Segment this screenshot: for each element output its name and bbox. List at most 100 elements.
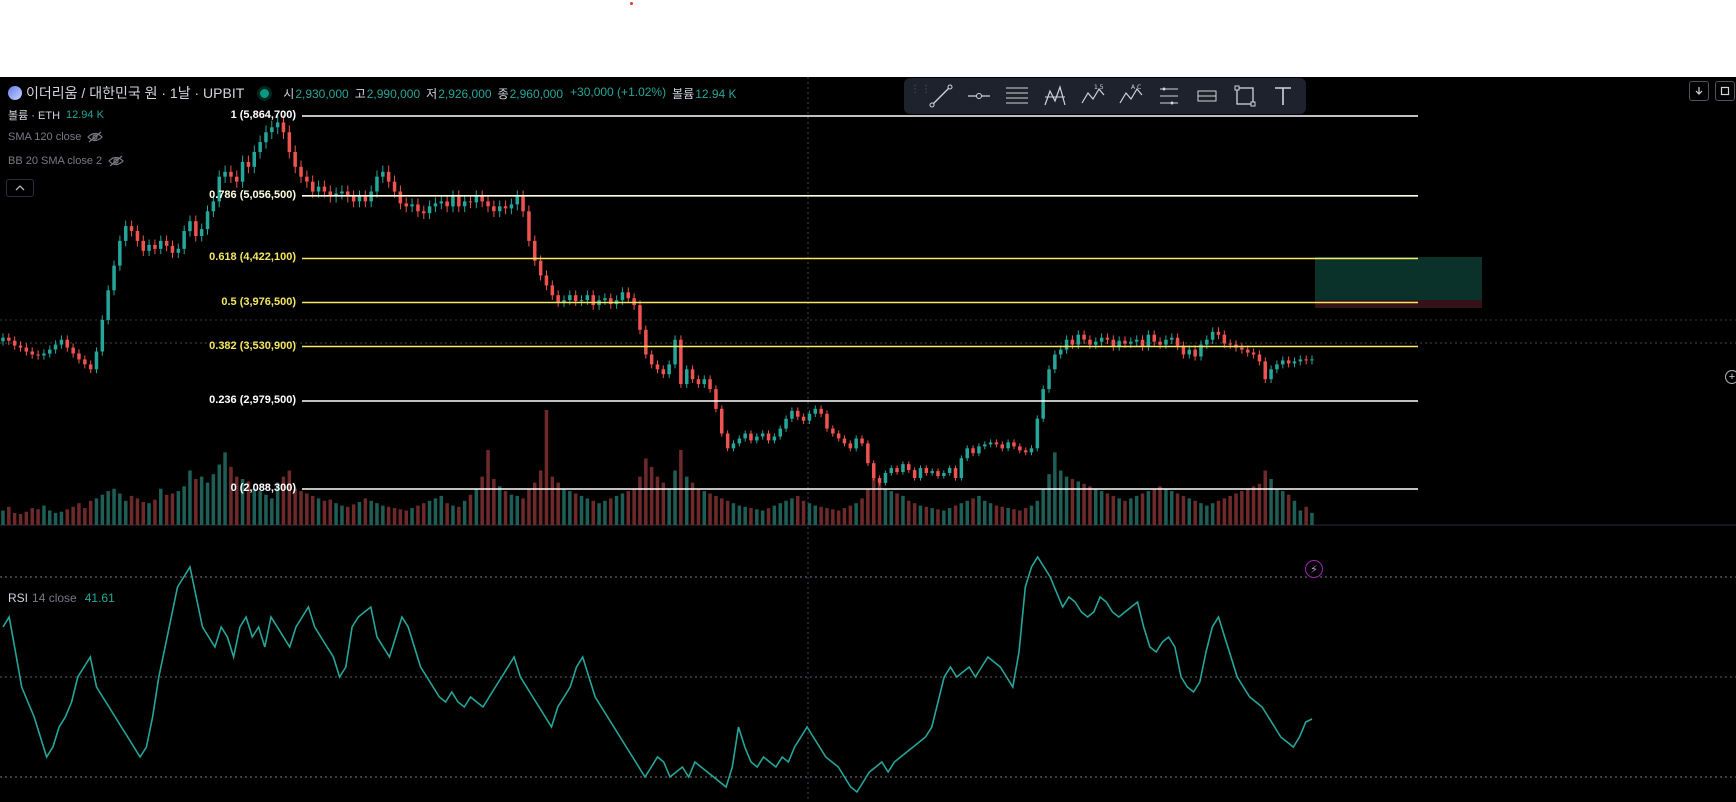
close-label: 종 <box>497 86 509 101</box>
candle-body <box>1006 442 1010 449</box>
text-tool-button[interactable] <box>1266 81 1300 111</box>
candle-body <box>725 433 730 449</box>
volume-bar <box>36 509 40 525</box>
rsi-legend[interactable]: RSI 14 close 41.61 <box>8 591 115 605</box>
candle-body <box>235 176 239 182</box>
candle-body <box>731 443 736 449</box>
volume-bar <box>1292 500 1297 525</box>
volume-bar <box>1012 509 1016 525</box>
candle-body <box>901 464 905 472</box>
candle-body <box>141 240 145 251</box>
volume-bar <box>1228 495 1232 525</box>
elliott-wave-tool-button[interactable]: 1 5 <box>1076 81 1110 111</box>
volume-bar <box>386 506 391 525</box>
candle-body <box>1117 340 1121 347</box>
candle-body <box>930 471 934 474</box>
candle-body <box>1082 334 1086 340</box>
candle-body <box>801 416 806 421</box>
candle-body <box>211 201 216 212</box>
candle-body <box>573 295 578 302</box>
volume-bar <box>71 506 75 525</box>
candle-body <box>1123 340 1127 344</box>
candle-body <box>468 201 473 203</box>
volume-bar <box>515 495 519 525</box>
volume-bar <box>673 470 677 525</box>
symbol-legend[interactable]: 이더리움 / 대한민국 원 · 1날 · UPBIT 시2,930,000 고2… <box>8 83 737 103</box>
short-position-tool-button[interactable] <box>1190 81 1224 111</box>
volume-bar <box>772 505 777 525</box>
candle-body <box>1099 337 1104 342</box>
candle-body <box>492 206 496 212</box>
collapse-legend-button[interactable] <box>6 179 34 197</box>
volume-bar <box>638 476 642 525</box>
volume-bar <box>1029 505 1034 525</box>
price-chart-svg[interactable] <box>0 77 1736 802</box>
volume-bar <box>1158 486 1162 525</box>
candle-body <box>217 176 221 202</box>
refresh-button[interactable] <box>1715 81 1735 101</box>
volume-bar <box>731 503 736 525</box>
volume-bar <box>842 508 847 525</box>
candle-body <box>872 463 876 478</box>
volume-bar <box>1076 481 1080 525</box>
volume-bar <box>486 449 490 525</box>
candle-body <box>965 448 969 459</box>
flash-icon[interactable]: ⚡ <box>1305 560 1323 578</box>
horizontal-ray-tool-button[interactable] <box>962 81 996 111</box>
plus-circle-icon[interactable]: + <box>1725 370 1736 384</box>
volume-bar <box>749 508 753 525</box>
bb-legend[interactable]: BB 20 SMA close 2 <box>8 155 125 167</box>
sma-legend[interactable]: SMA 120 close <box>8 131 104 143</box>
candle-body <box>1240 347 1244 350</box>
volume-bar <box>825 508 829 525</box>
low-label: 저 <box>426 86 438 101</box>
candle-body <box>1076 334 1080 345</box>
candle-body <box>18 345 23 348</box>
symbol-title[interactable]: 이더리움 / 대한민국 원 · 1날 · UPBIT <box>26 85 245 101</box>
volume-bar <box>1018 510 1022 525</box>
volume-bar <box>369 500 373 525</box>
candle-body <box>77 353 81 360</box>
candle-body <box>649 354 654 365</box>
volume-bar <box>620 493 625 525</box>
volume-bar <box>147 503 151 525</box>
candle-body <box>252 152 256 167</box>
horizontal-ray-icon <box>968 93 990 99</box>
candle-body <box>1193 349 1197 357</box>
volume-bar <box>492 479 496 525</box>
volume-bar <box>1298 510 1303 525</box>
candle-body <box>153 244 157 249</box>
download-button[interactable] <box>1689 81 1709 101</box>
eye-hidden-icon[interactable] <box>87 131 104 143</box>
candle-body <box>1310 359 1314 361</box>
candle-body <box>176 248 181 253</box>
candle-body <box>1 337 5 342</box>
volume-bar <box>305 493 309 525</box>
volume-bar <box>1286 494 1291 525</box>
fib-retracement-tool-button[interactable] <box>1000 81 1034 111</box>
volume-bar <box>176 491 181 525</box>
candle-body <box>889 468 893 473</box>
chart-area[interactable]: 1 (5,864,700) 0.786 (5,056,500) 0.618 (4,4… <box>0 77 1736 802</box>
candle-body <box>790 410 794 419</box>
long-position-tool-button[interactable] <box>1152 81 1186 111</box>
volume-bar <box>240 479 245 525</box>
drawing-toolbar[interactable]: ⋮⋮ 1 5 A C <box>904 78 1306 114</box>
volume-bar <box>1094 488 1098 525</box>
pitchfork-tool-button[interactable] <box>1038 81 1072 111</box>
candle-body <box>760 433 765 437</box>
volume-bar <box>760 510 765 525</box>
volume-bar <box>544 410 549 525</box>
rsi-line <box>2 555 1313 794</box>
eye-hidden-icon[interactable] <box>108 155 125 167</box>
abcd-pattern-tool-button[interactable]: A C <box>1114 81 1148 111</box>
volume-bar <box>819 506 823 525</box>
volume-bar <box>416 505 420 525</box>
volume-bar <box>1170 491 1174 525</box>
drag-handle-icon[interactable]: ⋮⋮ <box>910 84 932 95</box>
volume-legend[interactable]: 볼륨 · ETH 12.94 K <box>8 107 104 123</box>
rsi-params: 14 close <box>32 591 77 605</box>
rectangle-tool-button[interactable] <box>1228 81 1262 111</box>
volume-bar <box>1164 488 1168 525</box>
trend-line-tool-button[interactable] <box>924 81 958 111</box>
